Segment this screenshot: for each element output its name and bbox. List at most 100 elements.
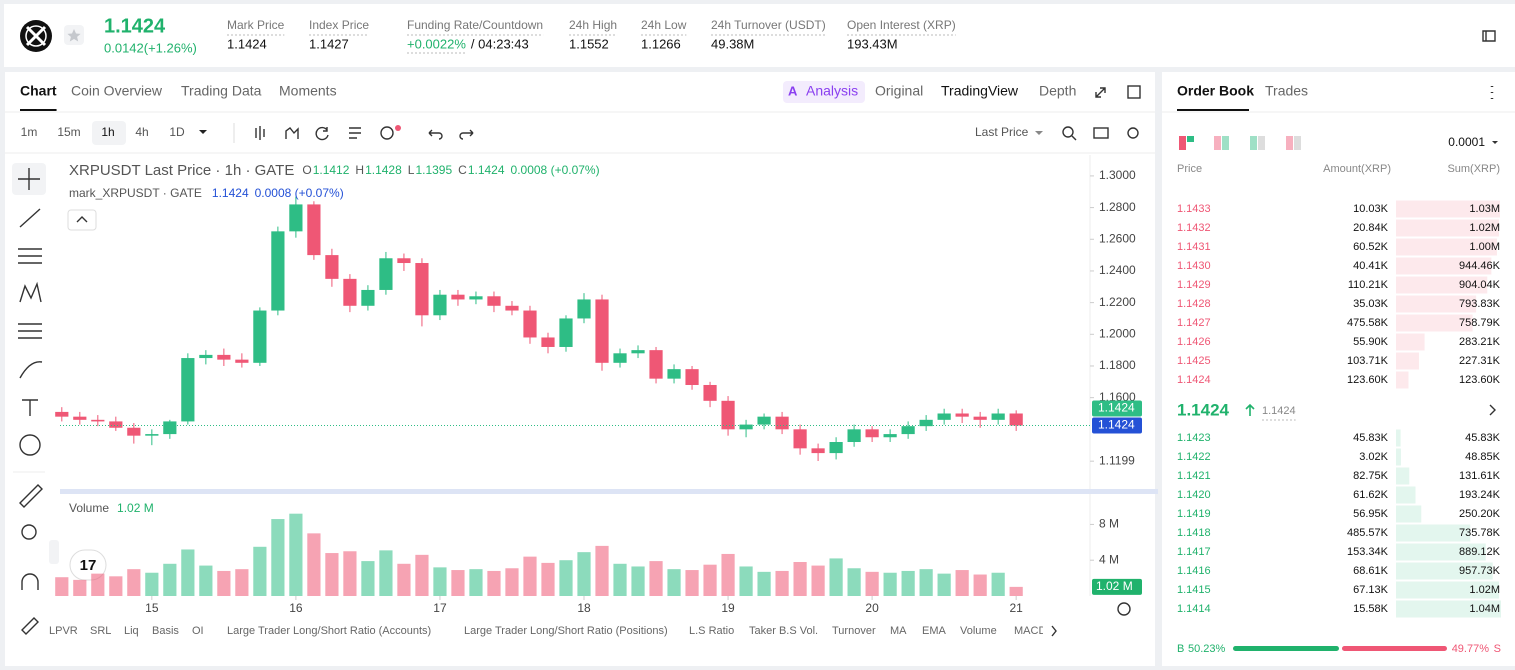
brush-tool[interactable] xyxy=(19,361,43,379)
depth-bar xyxy=(1396,581,1499,599)
order-book-tab[interactable]: Trades xyxy=(1265,83,1308,99)
search-icon[interactable] xyxy=(1062,126,1074,138)
precision[interactable]: 0.0001 xyxy=(1448,135,1485,149)
precision-caret[interactable] xyxy=(1492,141,1498,144)
order-price[interactable]: 1.1418 xyxy=(1177,527,1211,539)
settings-icon[interactable] xyxy=(1127,127,1139,139)
template-icon[interactable] xyxy=(349,127,361,139)
indicator[interactable]: MA xyxy=(890,625,907,637)
depth-bar xyxy=(1396,219,1499,237)
order-price[interactable]: 1.1424 xyxy=(1177,374,1211,386)
interval[interactable]: 4h xyxy=(135,125,148,139)
order-price[interactable]: 1.1427 xyxy=(1177,317,1211,329)
order-price[interactable]: 1.1432 xyxy=(1177,222,1211,234)
volume-bar xyxy=(559,560,573,596)
magnet-tool[interactable] xyxy=(21,573,39,590)
candle-body xyxy=(397,258,411,264)
layout-both[interactable] xyxy=(1179,136,1186,150)
view-tab[interactable]: Original xyxy=(875,83,923,99)
indicator[interactable]: SRL xyxy=(90,625,111,637)
chart-tab[interactable]: Coin Overview xyxy=(71,83,163,99)
interval[interactable]: 1m xyxy=(21,125,38,139)
interval[interactable]: 1h xyxy=(101,125,114,139)
indicator[interactable]: Large Trader Long/Short Ratio (Positions… xyxy=(464,625,668,637)
order-amount: 61.62K xyxy=(1353,489,1389,501)
scroll-handle[interactable] xyxy=(49,540,59,564)
order-price[interactable]: 1.1426 xyxy=(1177,336,1211,348)
undo-icon[interactable] xyxy=(428,129,443,140)
order-book-tab[interactable]: Order Book xyxy=(1177,83,1254,99)
layout-asks[interactable] xyxy=(1286,136,1293,150)
candle-body xyxy=(757,416,771,425)
indicator[interactable]: LPVR xyxy=(49,625,78,637)
candle-type-icon[interactable] xyxy=(255,126,265,140)
replay-icon[interactable] xyxy=(315,126,329,141)
pencil-tool[interactable] xyxy=(21,617,39,635)
order-price[interactable]: 1.1431 xyxy=(1177,241,1211,253)
chart-tab[interactable]: Chart xyxy=(20,83,57,99)
camera-icon[interactable] xyxy=(1093,127,1109,139)
order-price[interactable]: 1.1430 xyxy=(1177,260,1211,272)
candle-body xyxy=(73,416,87,420)
order-price[interactable]: 1.1417 xyxy=(1177,546,1211,558)
notes-icon[interactable] xyxy=(1482,30,1496,42)
layout-mixed[interactable] xyxy=(1214,136,1221,150)
order-price[interactable]: 1.1415 xyxy=(1177,584,1211,596)
pattern-tool[interactable] xyxy=(19,281,42,303)
indicator[interactable]: EMA xyxy=(922,625,947,637)
chevron[interactable] xyxy=(1489,404,1496,416)
ruler-tool[interactable] xyxy=(19,484,43,508)
order-price[interactable]: 1.1433 xyxy=(1177,203,1211,215)
indicator[interactable]: L.S Ratio xyxy=(689,625,734,637)
order-price[interactable]: 1.1419 xyxy=(1177,508,1211,520)
indicator[interactable]: MACD xyxy=(1014,625,1046,637)
order-price[interactable]: 1.1422 xyxy=(1177,451,1211,463)
chart-tab[interactable]: Moments xyxy=(279,83,337,99)
line-tool[interactable] xyxy=(19,208,41,228)
text-tool[interactable] xyxy=(22,399,38,416)
axis-settings-icon[interactable] xyxy=(1117,602,1131,616)
view-tab[interactable]: Depth xyxy=(1039,83,1076,99)
indicator[interactable]: OI xyxy=(192,625,204,637)
order-price[interactable]: 1.1416 xyxy=(1177,565,1211,577)
order-price[interactable]: 1.1423 xyxy=(1177,432,1211,444)
order-price[interactable]: 1.1429 xyxy=(1177,279,1211,291)
analysis-pill[interactable] xyxy=(783,81,865,103)
interval[interactable]: 1D xyxy=(169,125,185,139)
interval[interactable]: 15m xyxy=(57,125,80,139)
indicator[interactable]: Taker B.S Vol. xyxy=(749,625,818,637)
order-price[interactable]: 1.1428 xyxy=(1177,298,1211,310)
chart-tab[interactable]: Trading Data xyxy=(181,83,262,99)
indicator[interactable]: Basis xyxy=(152,625,179,637)
order-price[interactable]: 1.1414 xyxy=(1177,603,1211,615)
volume-bar xyxy=(523,556,537,596)
price-tag-label: 1.1424 xyxy=(1098,418,1135,432)
collapse-button[interactable] xyxy=(67,209,97,231)
channel-tool[interactable] xyxy=(18,248,42,264)
order-price[interactable]: 1.1425 xyxy=(1177,355,1211,367)
order-price[interactable]: 1.1421 xyxy=(1177,470,1211,482)
fib-tool[interactable] xyxy=(18,323,42,339)
indicator[interactable]: Large Trader Long/Short Ratio (Accounts) xyxy=(227,625,431,637)
indicator[interactable]: Liq xyxy=(124,625,139,637)
candle-body xyxy=(181,358,195,422)
zoom-tool[interactable] xyxy=(21,524,37,540)
expand-icon[interactable] xyxy=(1095,87,1106,98)
price-source-caret[interactable] xyxy=(1035,131,1043,135)
indicator[interactable]: Turnover xyxy=(832,625,876,637)
layout-icon[interactable] xyxy=(1127,85,1141,99)
crosshair-tool[interactable] xyxy=(18,168,40,190)
add-icon[interactable] xyxy=(380,126,394,140)
indicator-next[interactable] xyxy=(1051,625,1057,637)
view-tab[interactable]: Analysis xyxy=(806,83,858,99)
indicator[interactable]: Volume xyxy=(960,625,997,637)
order-price[interactable]: 1.1420 xyxy=(1177,489,1211,501)
emoji-tool[interactable] xyxy=(19,434,41,456)
indicator-icon[interactable] xyxy=(285,127,299,139)
view-tab[interactable]: TradingView xyxy=(941,83,1019,99)
layout-bids[interactable] xyxy=(1250,136,1257,150)
redo-icon[interactable] xyxy=(459,129,474,140)
price-source[interactable]: Last Price xyxy=(975,125,1029,139)
interval-caret[interactable] xyxy=(199,130,207,134)
candle-body xyxy=(721,400,735,430)
